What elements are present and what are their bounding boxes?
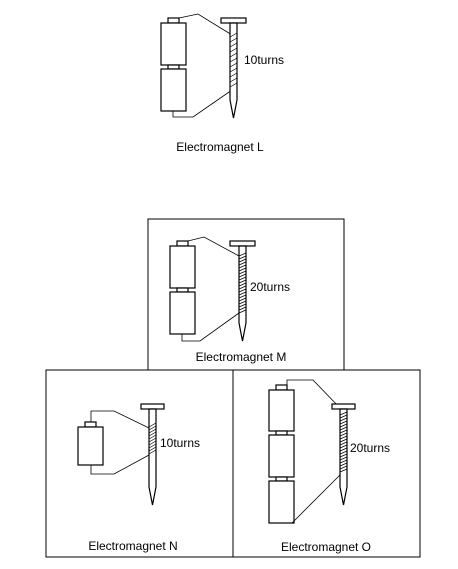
- nail-shank: [339, 408, 348, 506]
- battery-stack: [169, 240, 196, 335]
- frame: [45, 369, 234, 558]
- wire-coil: [339, 411, 348, 473]
- nail-head: [331, 403, 356, 410]
- caption: Electromagnet O: [281, 540, 371, 554]
- battery-terminal: [84, 421, 97, 428]
- battery-terminal: [167, 17, 180, 24]
- battery: [268, 434, 295, 478]
- battery-connector: [275, 476, 288, 482]
- wires: [286, 379, 341, 524]
- battery: [169, 291, 196, 335]
- battery: [268, 480, 295, 524]
- battery: [160, 22, 187, 66]
- nail: [140, 403, 165, 506]
- wire-coil: [148, 422, 157, 455]
- wire-coil: [238, 252, 247, 314]
- turns-label: 10turns: [244, 53, 284, 67]
- wires: [90, 410, 150, 475]
- frame: [232, 369, 421, 558]
- nail-head: [220, 17, 247, 24]
- electromagnet-n: 10turns Electromagnet N: [45, 369, 234, 558]
- battery-terminal: [176, 240, 189, 247]
- battery: [160, 68, 187, 112]
- turns-label: 10turns: [160, 436, 200, 450]
- battery-stack: [160, 17, 187, 112]
- turns-label: 20turns: [250, 280, 290, 294]
- battery: [268, 389, 295, 432]
- battery-connector: [275, 430, 288, 436]
- nail-head: [140, 403, 165, 410]
- nail-head: [229, 240, 256, 247]
- nail: [220, 17, 247, 119]
- battery-terminal: [275, 384, 288, 391]
- electromagnet-o: 20turns Electromagnet O: [232, 369, 421, 558]
- wire-coil: [229, 32, 238, 88]
- battery-stack: [77, 421, 104, 466]
- caption: Electromagnet L: [176, 140, 264, 154]
- nail: [331, 403, 356, 506]
- wires: [172, 13, 233, 118]
- battery-connector: [176, 287, 189, 293]
- caption: Electromagnet N: [88, 539, 177, 553]
- battery: [77, 426, 104, 466]
- wires: [181, 236, 240, 342]
- electromagnet-m: 20turns Electromagnet M: [147, 218, 345, 371]
- electromagnet-l: 10turns Electromagnet L: [160, 13, 284, 154]
- caption: Electromagnet M: [196, 350, 287, 364]
- battery-stack: [268, 384, 295, 524]
- nail-shank: [229, 22, 238, 119]
- turns-label: 20turns: [350, 441, 390, 455]
- battery: [169, 245, 196, 289]
